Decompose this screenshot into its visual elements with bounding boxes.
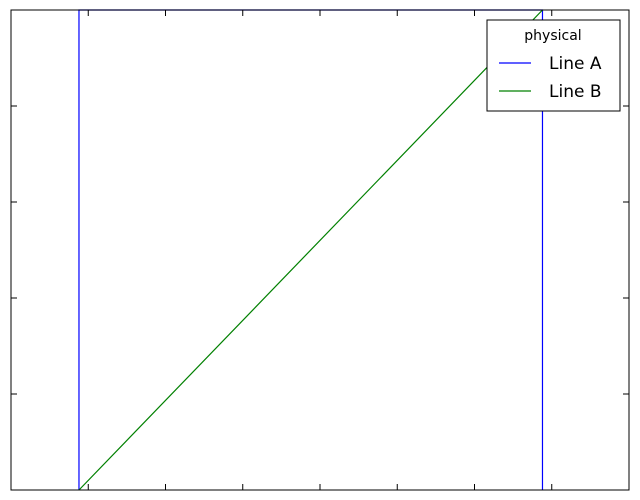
- legend-title: physical: [524, 28, 581, 44]
- tick-layer: [11, 10, 629, 490]
- legend-label-line-b: Line B: [549, 82, 602, 102]
- legend-label-line-a: Line A: [549, 54, 602, 74]
- legend: physical Line A Line B: [486, 19, 621, 112]
- series-line-line-b: [78, 9, 543, 491]
- legend-box: [486, 19, 621, 112]
